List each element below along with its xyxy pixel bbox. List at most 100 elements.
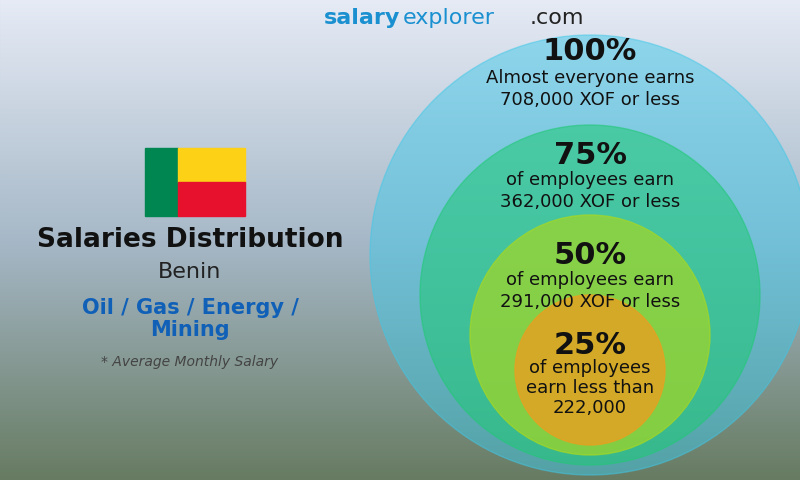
Bar: [0, 415, 800, 416]
Bar: [0, 30, 800, 31]
Circle shape: [470, 215, 710, 455]
Bar: [0, 58, 800, 59]
Bar: [0, 162, 800, 163]
Bar: [0, 106, 800, 107]
Bar: [0, 28, 800, 29]
Bar: [0, 224, 800, 225]
Bar: [0, 256, 800, 257]
Bar: [0, 219, 800, 220]
Bar: [0, 115, 800, 116]
Bar: [0, 275, 800, 276]
Bar: [0, 100, 800, 101]
Bar: [0, 14, 800, 15]
Bar: [0, 47, 800, 48]
Bar: [0, 472, 800, 473]
Bar: [0, 231, 800, 232]
Bar: [0, 144, 800, 145]
Bar: [0, 24, 800, 25]
Bar: [0, 205, 800, 206]
Bar: [0, 260, 800, 261]
Bar: [0, 232, 800, 233]
Bar: [0, 31, 800, 32]
Bar: [0, 274, 800, 275]
Bar: [0, 356, 800, 357]
Bar: [0, 334, 800, 335]
Bar: [0, 410, 800, 411]
Bar: [0, 243, 800, 244]
Bar: [0, 335, 800, 336]
Bar: [0, 93, 800, 94]
Bar: [0, 302, 800, 303]
Bar: [0, 128, 800, 129]
Bar: [0, 290, 800, 291]
Bar: [0, 183, 800, 184]
Bar: [0, 110, 800, 111]
Bar: [0, 288, 800, 289]
Bar: [0, 395, 800, 396]
Bar: [0, 411, 800, 412]
Bar: [0, 10, 800, 11]
Bar: [0, 364, 800, 365]
Bar: [0, 402, 800, 403]
Bar: [0, 52, 800, 53]
Bar: [0, 249, 800, 250]
Bar: [0, 250, 800, 251]
Bar: [0, 450, 800, 451]
Bar: [0, 180, 800, 181]
Bar: [0, 390, 800, 391]
Bar: [0, 165, 800, 166]
Bar: [0, 91, 800, 92]
Circle shape: [515, 295, 665, 445]
Bar: [0, 116, 800, 117]
Bar: [0, 329, 800, 330]
Bar: [0, 158, 800, 159]
Bar: [0, 283, 800, 284]
Bar: [0, 111, 800, 112]
Bar: [0, 292, 800, 293]
Bar: [0, 253, 800, 254]
Bar: [0, 140, 800, 141]
Bar: [0, 367, 800, 368]
Bar: [0, 301, 800, 302]
Bar: [0, 3, 800, 4]
Bar: [0, 338, 800, 339]
Bar: [0, 73, 800, 74]
Bar: [0, 112, 800, 113]
Bar: [0, 445, 800, 446]
Text: of employees earn: of employees earn: [506, 171, 674, 189]
Bar: [0, 319, 800, 320]
Bar: [0, 51, 800, 52]
Bar: [0, 259, 800, 260]
Bar: [0, 399, 800, 400]
Bar: [0, 92, 800, 93]
Bar: [0, 474, 800, 475]
Bar: [0, 431, 800, 432]
Text: 100%: 100%: [543, 37, 637, 67]
Bar: [0, 53, 800, 54]
Bar: [0, 78, 800, 79]
Bar: [0, 56, 800, 57]
Bar: [0, 213, 800, 214]
Bar: [0, 438, 800, 439]
Bar: [0, 440, 800, 441]
Bar: [0, 420, 800, 421]
Bar: [0, 74, 800, 75]
Bar: [0, 381, 800, 382]
Bar: [0, 422, 800, 423]
Bar: [0, 39, 800, 40]
Circle shape: [370, 35, 800, 475]
Bar: [0, 206, 800, 207]
Bar: [0, 176, 800, 177]
Bar: [0, 25, 800, 26]
Bar: [0, 42, 800, 43]
Bar: [0, 475, 800, 476]
Bar: [0, 442, 800, 443]
Bar: [0, 173, 800, 174]
Bar: [0, 251, 800, 252]
Bar: [0, 396, 800, 397]
Bar: [0, 258, 800, 259]
Bar: [0, 391, 800, 392]
Bar: [0, 418, 800, 419]
Bar: [0, 67, 800, 68]
Bar: [0, 404, 800, 405]
